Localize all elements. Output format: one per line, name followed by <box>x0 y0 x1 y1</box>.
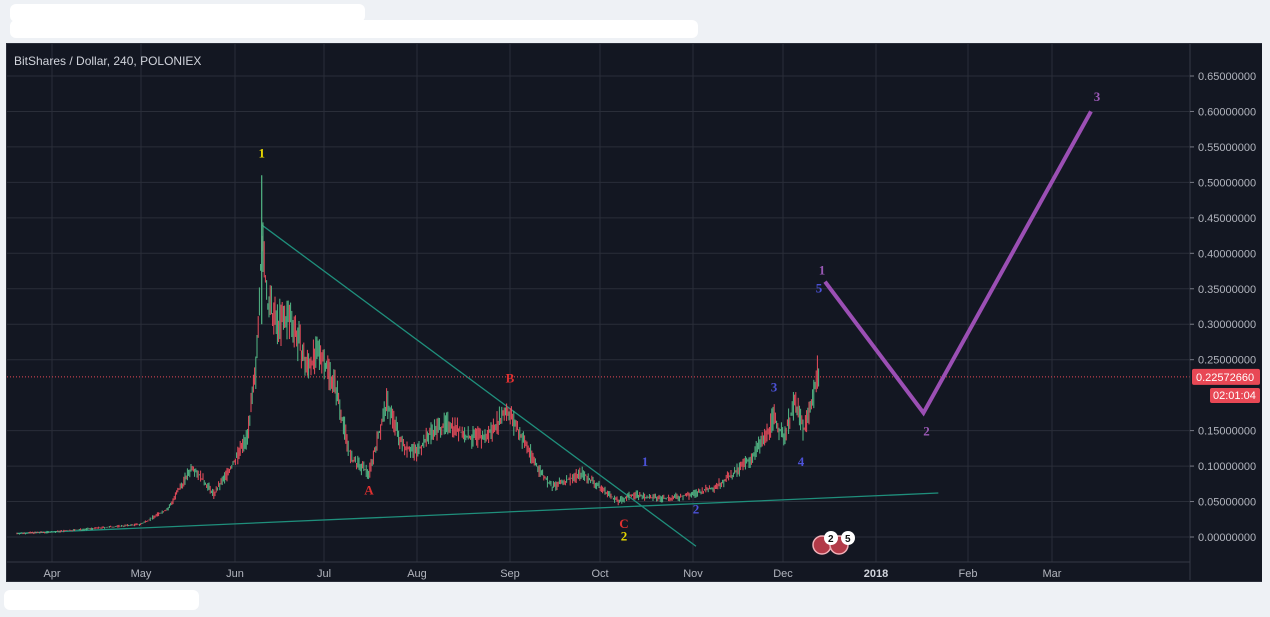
y-tick-label: 0.25000000 <box>1198 355 1256 367</box>
wave-label: C <box>619 516 628 531</box>
redacted-header-top <box>10 4 365 22</box>
y-tick-label: 0.15000000 <box>1198 426 1256 438</box>
wave-label: A <box>364 482 374 497</box>
y-tick-label: 0.05000000 <box>1198 497 1256 509</box>
chart-title: BitShares / Dollar, 240, POLONIEX <box>14 54 201 68</box>
wave-label: 3 <box>1094 89 1101 104</box>
event-count-1: 2 <box>828 534 834 545</box>
y-tick-label: 0.10000000 <box>1198 461 1256 473</box>
trendline <box>261 224 697 547</box>
countdown-value: 02:01:04 <box>1213 390 1256 402</box>
wave-label: 1 <box>258 146 265 161</box>
wave-label: 2 <box>923 424 930 439</box>
x-tick-label: Jun <box>226 568 244 580</box>
wave-label: B <box>506 370 515 385</box>
last-price-value: 0.22572660 <box>1196 372 1254 384</box>
x-tick-label: Jul <box>317 568 331 580</box>
wave-label: 5 <box>816 280 823 295</box>
x-tick-label: Oct <box>591 568 608 580</box>
y-tick-label: 0.60000000 <box>1198 106 1256 118</box>
wave-label: 4 <box>798 454 805 469</box>
wave-label: 2 <box>621 529 628 544</box>
event-markers[interactable]: 2 5 <box>812 531 855 555</box>
event-badge[interactable] <box>841 531 855 545</box>
y-tick-label: 0.35000000 <box>1198 284 1256 296</box>
y-tick-label: 0.40000000 <box>1198 248 1256 260</box>
y-tick-label: 0.00000000 <box>1198 532 1256 544</box>
y-tick-label: 0.50000000 <box>1198 177 1256 189</box>
chart-pane[interactable] <box>6 43 1192 582</box>
x-tick-label: Feb <box>959 568 978 580</box>
x-tick-label: Nov <box>683 568 703 580</box>
x-tick-label: Aug <box>407 568 427 580</box>
wave-label: 3 <box>771 380 778 395</box>
x-tick-label: Apr <box>43 568 60 580</box>
last-price-tag: 0.22572660 <box>1192 368 1260 385</box>
x-tick-label: 2018 <box>864 568 888 580</box>
y-tick-label: 0.30000000 <box>1198 319 1256 331</box>
x-tick-label: Dec <box>773 568 793 580</box>
trendline <box>16 492 939 535</box>
y-tick-label: 0.55000000 <box>1198 142 1256 154</box>
redacted-header-bottom <box>10 20 698 38</box>
wave-label: 1 <box>642 454 649 469</box>
y-tick-label: 0.45000000 <box>1198 213 1256 225</box>
countdown-tag: 02:01:04 <box>1210 388 1260 403</box>
x-tick-label: Mar <box>1043 568 1062 580</box>
x-tick-label: Sep <box>500 568 520 580</box>
event-count-2: 5 <box>845 534 851 545</box>
y-tick-label: 0.65000000 <box>1198 71 1256 83</box>
redacted-footer <box>4 590 199 610</box>
price-scale[interactable] <box>1190 43 1262 582</box>
event-badge[interactable] <box>824 531 838 545</box>
wave-label: 2 <box>693 502 700 517</box>
projection-path <box>823 110 1093 417</box>
wave-label: 1 <box>819 263 826 278</box>
x-tick-label: May <box>131 568 152 580</box>
